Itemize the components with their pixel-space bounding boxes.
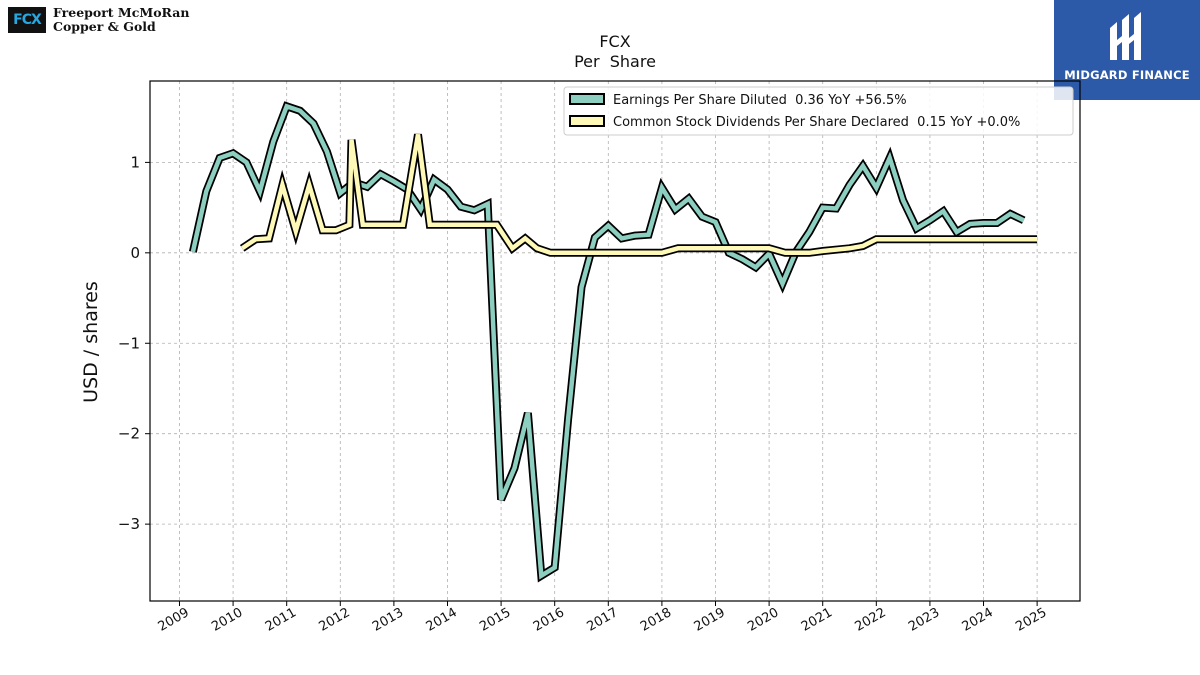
y-tick-label: −3 — [118, 515, 140, 533]
company-name-line1: Freeport McMoRan — [53, 5, 190, 20]
y-tick-label: 1 — [130, 153, 140, 171]
y-tick-label: 0 — [130, 244, 140, 262]
plot-frame — [149, 80, 1081, 602]
company-logo-mark: FCX — [8, 7, 46, 33]
x-tick-label: 2019 — [692, 605, 728, 635]
x-axis: 2009 2010 2011 2012 2013 2014 2015 2016 2017 2018… — [156, 601, 1049, 635]
legend-label-dividends: Common Stock Dividends Per Share Declare… — [613, 115, 1020, 130]
brand-logo-icon — [1110, 12, 1141, 60]
x-tick-label: 2014 — [424, 605, 460, 635]
x-tick-label: 2025 — [1013, 605, 1049, 635]
x-tick-label: 2013 — [370, 605, 406, 635]
x-tick-label: 2021 — [799, 605, 835, 635]
y-axis-label: USD / shares — [80, 281, 102, 403]
legend-box — [563, 86, 1074, 136]
x-tick-label: 2011 — [263, 605, 299, 635]
legend-swatch-eps — [569, 93, 605, 105]
y-tick-label: −1 — [118, 334, 140, 352]
x-tick-label: 2023 — [906, 605, 942, 635]
company-name: Freeport McMoRan Copper & Gold — [53, 6, 189, 34]
y-axis: −3 −2 −1 0 1 — [118, 153, 150, 533]
chart-title: FCX — [599, 32, 630, 51]
x-tick-label: 2020 — [745, 605, 781, 635]
x-tick-label: 2009 — [156, 605, 192, 635]
x-tick-label: 2024 — [960, 605, 996, 635]
chart-subtitle: Per Share — [574, 52, 656, 71]
x-tick-label: 2017 — [584, 605, 620, 635]
brand-badge: MIDGARD FINANCE — [1054, 0, 1200, 100]
x-tick-label: 2012 — [316, 605, 352, 635]
x-tick-label: 2016 — [531, 605, 567, 635]
company-name-line2: Copper & Gold — [53, 19, 156, 34]
legend-swatch-dividends — [569, 115, 605, 127]
x-tick-label: 2010 — [209, 605, 245, 635]
brand-name: MIDGARD FINANCE — [1064, 68, 1190, 82]
legend-label-eps: Earnings Per Share Diluted 0.36 YoY +56.… — [613, 93, 907, 108]
x-tick-label: 2018 — [638, 605, 674, 635]
grid — [150, 81, 1080, 601]
series-lines — [188, 101, 1038, 583]
eps-series-line — [190, 103, 1025, 580]
y-tick-label: −2 — [118, 425, 140, 443]
legend: Earnings Per Share Diluted 0.36 YoY +56.… — [563, 86, 1074, 136]
dividends-series-line — [240, 134, 1038, 256]
x-tick-label: 2015 — [477, 605, 513, 635]
x-tick-label: 2022 — [852, 605, 888, 635]
company-logo: FCX Freeport McMoRan Copper & Gold — [8, 6, 189, 34]
